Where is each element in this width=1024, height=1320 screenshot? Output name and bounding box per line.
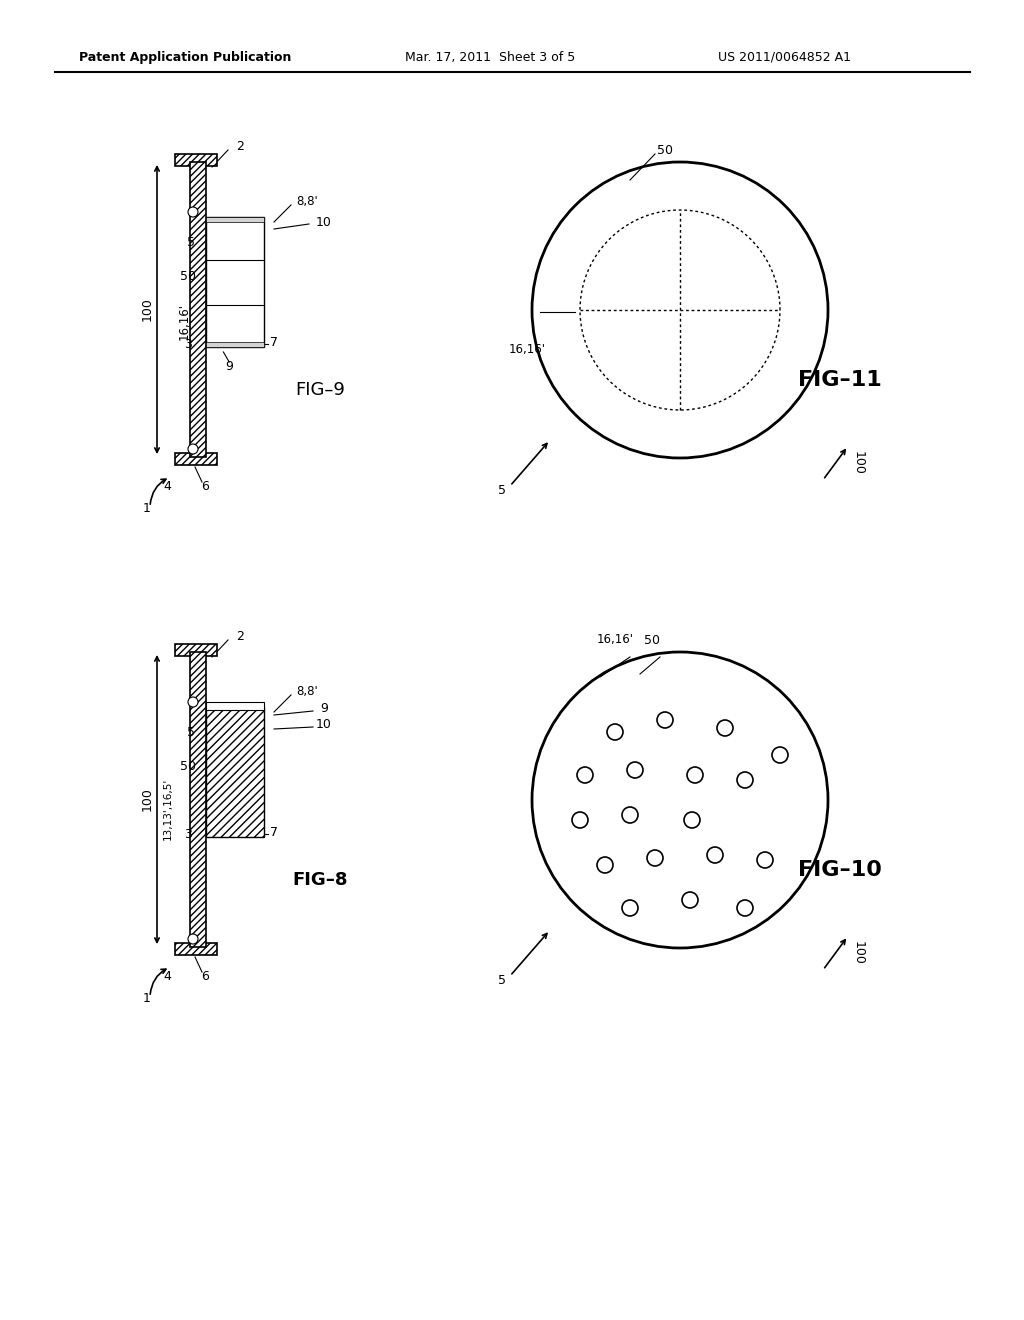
Text: 1: 1 bbox=[143, 503, 151, 516]
Text: 100: 100 bbox=[140, 787, 154, 810]
Text: 13,13',16,5': 13,13',16,5' bbox=[163, 777, 173, 840]
Bar bbox=[175, 644, 217, 656]
Text: FIG–8: FIG–8 bbox=[292, 871, 348, 888]
Bar bbox=[190, 652, 206, 946]
Text: 6: 6 bbox=[201, 970, 209, 983]
Bar bbox=[206, 702, 264, 710]
Text: 3: 3 bbox=[184, 338, 191, 351]
Circle shape bbox=[188, 207, 198, 216]
Bar bbox=[206, 342, 264, 347]
Text: 100: 100 bbox=[852, 451, 864, 475]
Text: 5: 5 bbox=[187, 235, 195, 248]
Text: FIG–9: FIG–9 bbox=[295, 381, 345, 399]
Text: 7: 7 bbox=[270, 825, 278, 838]
Text: FIG–11: FIG–11 bbox=[798, 370, 882, 389]
Bar bbox=[190, 162, 206, 457]
Text: 3: 3 bbox=[184, 828, 191, 841]
Text: FIG–10: FIG–10 bbox=[798, 861, 882, 880]
Text: 4: 4 bbox=[163, 970, 171, 983]
Text: 8,8': 8,8' bbox=[296, 195, 317, 209]
Bar bbox=[206, 216, 264, 222]
Text: 5: 5 bbox=[187, 726, 195, 738]
Text: 5: 5 bbox=[498, 483, 506, 496]
Circle shape bbox=[188, 444, 198, 454]
Bar bbox=[206, 216, 264, 347]
Text: 7: 7 bbox=[270, 335, 278, 348]
Text: Mar. 17, 2011  Sheet 3 of 5: Mar. 17, 2011 Sheet 3 of 5 bbox=[404, 50, 575, 63]
Text: 16,16': 16,16' bbox=[177, 304, 190, 341]
Text: 6: 6 bbox=[201, 480, 209, 494]
Text: 50: 50 bbox=[657, 144, 673, 157]
Text: 4: 4 bbox=[163, 480, 171, 494]
Text: 5: 5 bbox=[498, 974, 506, 986]
Text: 10: 10 bbox=[316, 718, 332, 731]
Bar bbox=[175, 453, 217, 465]
Circle shape bbox=[188, 935, 198, 944]
Bar bbox=[175, 154, 217, 166]
Text: Patent Application Publication: Patent Application Publication bbox=[79, 50, 291, 63]
Text: 9: 9 bbox=[225, 360, 233, 374]
Text: US 2011/0064852 A1: US 2011/0064852 A1 bbox=[719, 50, 852, 63]
Text: 16,16': 16,16' bbox=[597, 634, 634, 647]
Text: 50: 50 bbox=[644, 634, 660, 647]
Text: 50: 50 bbox=[180, 271, 196, 284]
Text: 16,16': 16,16' bbox=[509, 343, 546, 356]
Text: 8,8': 8,8' bbox=[296, 685, 317, 698]
Text: 100: 100 bbox=[140, 297, 154, 321]
Text: 1: 1 bbox=[143, 993, 151, 1006]
Text: 100: 100 bbox=[852, 941, 864, 965]
Text: 2: 2 bbox=[237, 631, 244, 644]
Circle shape bbox=[188, 697, 198, 708]
Text: 10: 10 bbox=[316, 215, 332, 228]
Text: 2: 2 bbox=[237, 140, 244, 153]
Text: 50: 50 bbox=[180, 760, 196, 774]
Bar bbox=[175, 942, 217, 954]
Bar bbox=[206, 708, 264, 837]
Text: 9: 9 bbox=[321, 702, 328, 715]
